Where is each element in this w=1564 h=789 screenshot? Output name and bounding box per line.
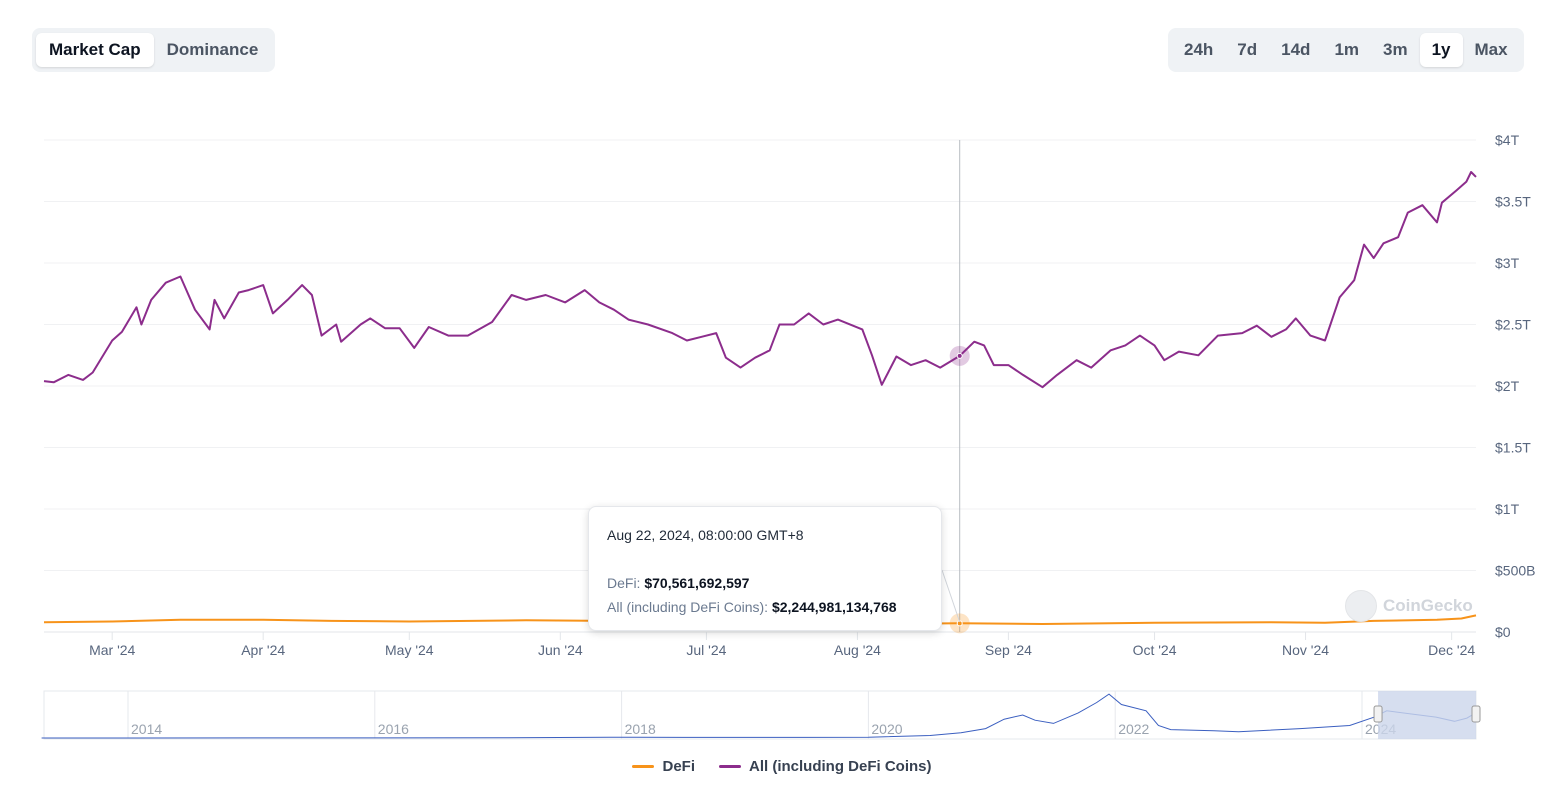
x-tick-label: Sep '24 [985, 642, 1032, 658]
y-tick-label: $4T [1495, 132, 1520, 148]
navigator-year-label: 2014 [131, 721, 162, 737]
legend-label: DeFi [662, 758, 695, 775]
tab-market-cap[interactable]: Market Cap [36, 33, 154, 67]
range-7d[interactable]: 7d [1237, 40, 1258, 59]
range-3m[interactable]: 3m [1383, 40, 1408, 59]
range-1y[interactable]: 1y [1419, 33, 1463, 67]
tooltip-value: $70,561,692,597 [644, 575, 750, 591]
range-toggle: 24h 7d 14d 1m 3m 1y Max [1168, 28, 1524, 72]
x-tick-label: Nov '24 [1282, 642, 1329, 658]
navigator-handle[interactable] [1471, 705, 1481, 723]
series-line-all [43, 171, 1477, 389]
navigator-selection[interactable] [1378, 691, 1476, 739]
tab-dominance[interactable]: Dominance [166, 40, 259, 59]
legend-swatch [719, 765, 741, 768]
tooltip-value: $2,244,981,134,768 [771, 599, 897, 615]
x-tick-label: Jun '24 [538, 642, 583, 658]
y-tick-label: $1T [1495, 501, 1520, 517]
x-tick-label: Jul '24 [686, 642, 726, 658]
x-tick-label: Aug '24 [834, 642, 881, 658]
navigator-handle[interactable] [1373, 705, 1383, 723]
chart-legend: DeFi All (including DeFi Coins) [0, 758, 1564, 775]
tooltip-label: All (including DeFi Coins): [607, 599, 769, 615]
watermark-text: CoinGecko [1383, 596, 1473, 615]
coingecko-watermark: CoinGecko [1345, 590, 1473, 622]
metric-toggle: Market Cap Dominance [32, 28, 276, 72]
tooltip-pointer [941, 569, 961, 623]
range-14d[interactable]: 14d [1281, 40, 1311, 59]
legend-item-all[interactable]: All (including DeFi Coins) [719, 758, 932, 775]
y-tick-label: $0 [1495, 624, 1511, 640]
y-tick-label: $2T [1495, 378, 1520, 394]
legend-label: All (including DeFi Coins) [749, 758, 932, 775]
x-tick-label: Oct '24 [1133, 642, 1177, 658]
tooltip-label: DeFi: [607, 575, 641, 591]
x-tick-label: May '24 [385, 642, 434, 658]
navigator-frame[interactable] [43, 690, 1477, 740]
range-max[interactable]: Max [1474, 40, 1508, 59]
tooltip-date: Aug 22, 2024, 08:00:00 GMT+8 [607, 527, 804, 543]
coingecko-logo-icon [1345, 590, 1377, 622]
y-tick-label: $500B [1495, 563, 1535, 579]
legend-swatch [632, 765, 655, 768]
tooltip-row-all: All (including DeFi Coins): $2,244,981,1… [607, 595, 923, 619]
navigator-year-label: 2016 [378, 721, 409, 737]
navigator-year-label: 2022 [1118, 721, 1149, 737]
navigator-year-label: 2020 [871, 721, 902, 737]
y-tick-label: $3T [1495, 255, 1520, 271]
chart-tooltip: Aug 22, 2024, 08:00:00 GMT+8 DeFi: $70,5… [588, 506, 942, 631]
y-tick-label: $2.5T [1495, 317, 1531, 333]
x-tick-label: Mar '24 [89, 642, 135, 658]
tooltip-row-defi: DeFi: $70,561,692,597 [607, 571, 923, 595]
hover-marker [956, 352, 963, 359]
y-tick-label: $1.5T [1495, 440, 1531, 456]
range-1m[interactable]: 1m [1334, 40, 1360, 59]
range-24h[interactable]: 24h [1184, 40, 1214, 59]
legend-item-defi[interactable]: DeFi [632, 758, 695, 775]
y-tick-label: $3.5T [1495, 194, 1531, 210]
x-tick-label: Apr '24 [241, 642, 285, 658]
navigator-year-label: 2018 [625, 721, 656, 737]
x-tick-label: Dec '24 [1428, 642, 1475, 658]
